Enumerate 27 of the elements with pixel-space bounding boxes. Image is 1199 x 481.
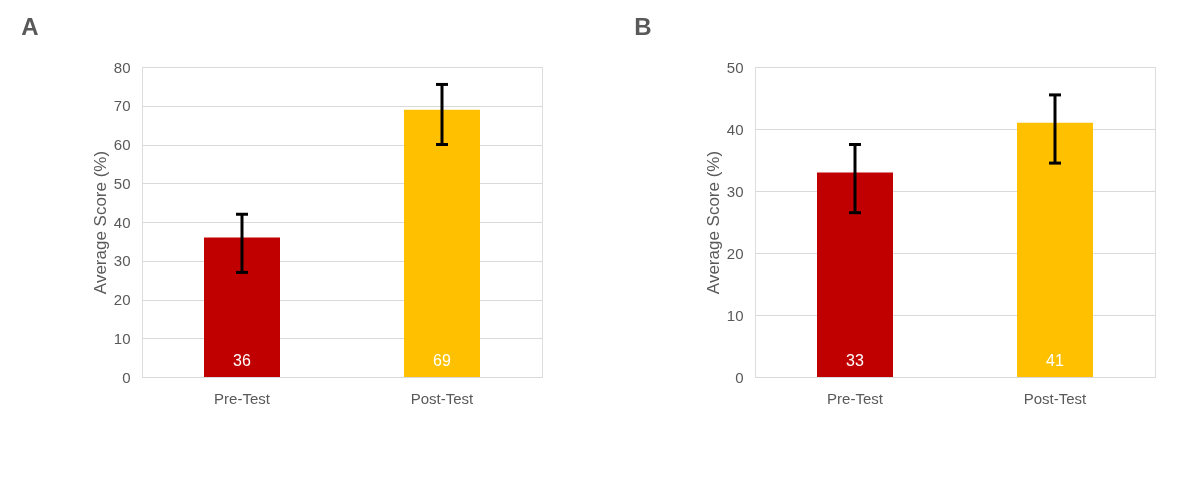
- data-label: 36: [233, 352, 251, 369]
- y-tick-label: 30: [726, 182, 744, 200]
- y-tick-label: 50: [113, 174, 131, 192]
- data-label: 33: [846, 352, 864, 369]
- y-tick-label: 0: [735, 368, 744, 386]
- y-tick-label: 80: [113, 58, 131, 76]
- y-tick-label: 10: [113, 329, 131, 347]
- chart-title: A: [21, 13, 39, 40]
- x-tick-label: Post-Test: [410, 389, 475, 407]
- y-tick-label: 10: [726, 306, 744, 324]
- chart-title: B: [634, 13, 652, 40]
- y-tick-label: 50: [726, 58, 744, 76]
- x-tick-label: Post-Test: [1023, 389, 1088, 407]
- y-tick-label: 70: [113, 97, 131, 115]
- y-tick-label: 20: [726, 244, 744, 262]
- y-tick-label: 40: [113, 213, 131, 231]
- y-axis-title: Average Score (%): [703, 150, 723, 295]
- x-tick-label: Pre-Test: [214, 389, 271, 407]
- data-label: 69: [433, 352, 451, 369]
- y-tick-label: 0: [122, 368, 131, 386]
- y-axis-title: Average Score (%): [90, 150, 110, 295]
- x-tick-label: Pre-Test: [827, 389, 884, 407]
- y-tick-label: 60: [113, 136, 131, 153]
- y-tick-label: 20: [113, 291, 131, 308]
- y-tick-label: 30: [113, 252, 131, 270]
- data-label: 41: [1046, 352, 1064, 369]
- y-tick-label: 40: [726, 120, 744, 138]
